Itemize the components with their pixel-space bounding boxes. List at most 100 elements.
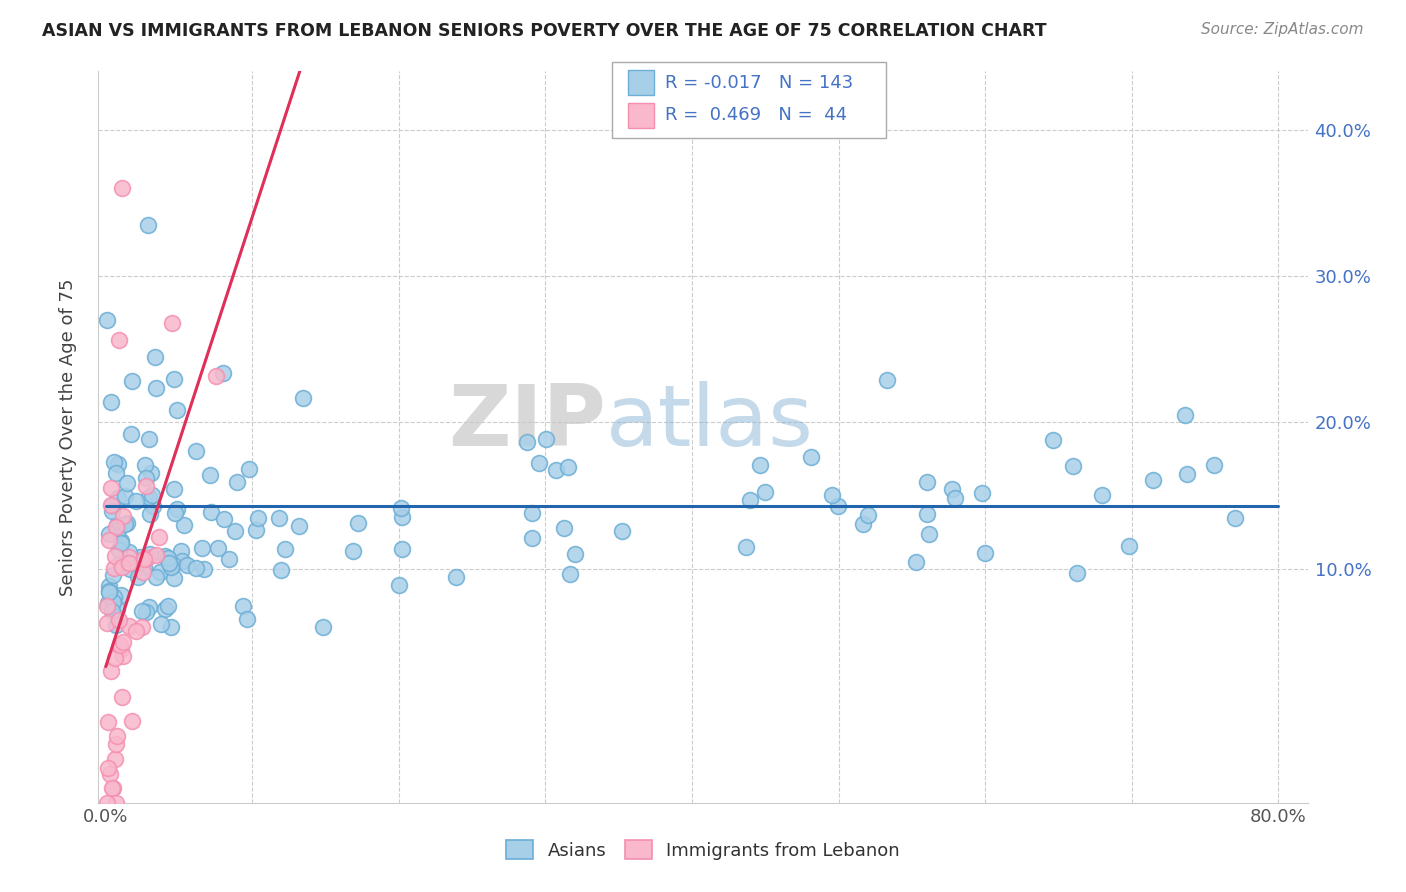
Point [97,761,120,775]
Point [120,562,142,576]
Point [193,562,215,576]
Point [1062,459,1084,474]
Point [103,455,125,469]
Point [212,366,235,380]
Point [139,466,162,480]
Point [198,467,221,482]
Point [1042,433,1064,447]
Point [105,729,128,743]
Point [446,570,468,584]
Point [200,505,222,519]
Point [139,547,162,561]
Point [904,555,927,569]
Point [111,181,134,195]
Point [172,554,194,568]
Point [247,511,270,525]
Point [111,559,134,574]
Point [150,617,173,632]
Point [207,541,229,555]
Point [214,512,236,526]
Point [105,796,128,810]
Text: ASIAN VS IMMIGRANTS FROM LEBANON SENIORS POVERTY OVER THE AGE OF 75 CORRELATION : ASIAN VS IMMIGRANTS FROM LEBANON SENIORS… [42,22,1047,40]
Point [117,516,139,531]
Point [100,664,122,678]
Point [274,542,297,557]
Point [148,530,170,544]
Point [135,478,157,492]
Point [101,504,124,518]
Point [544,463,567,477]
Point [610,524,633,538]
Point [96,796,118,810]
Point [108,543,131,558]
Point [112,635,135,649]
Point [105,602,128,616]
Point [135,551,157,566]
Point [107,457,129,471]
Point [522,531,544,545]
Point [1066,566,1088,581]
Point [269,510,291,524]
Point [135,470,157,484]
Point [131,565,153,579]
Point [141,487,163,501]
Point [107,523,129,537]
Point [132,559,155,574]
Point [139,508,162,522]
Point [98,766,121,780]
Text: R = -0.017   N = 143: R = -0.017 N = 143 [665,74,853,92]
Point [104,549,127,563]
Point [170,543,193,558]
Point [159,559,181,574]
Point [131,604,153,618]
Point [120,427,142,442]
Point [129,550,152,565]
Point [101,781,124,796]
Point [1118,539,1140,553]
Point [342,544,364,558]
Point [1091,488,1114,502]
Point [138,491,160,505]
Point [142,499,165,513]
Point [155,549,177,564]
Point [107,491,129,505]
Point [114,517,136,532]
Point [270,563,292,577]
Point [754,485,776,500]
Text: atlas: atlas [606,381,814,464]
Point [156,599,179,613]
Point [165,507,187,521]
Point [98,533,121,548]
Point [107,613,129,627]
Point [205,369,228,384]
Point [127,570,149,584]
Point [103,591,125,605]
Point [312,620,335,634]
Point [153,602,176,616]
Point [160,316,183,330]
Point [1142,473,1164,487]
Point [1204,458,1226,472]
Point [232,599,254,613]
Point [145,381,167,395]
Point [160,620,183,634]
Point [557,460,579,475]
Point [184,561,207,575]
Point [734,541,756,555]
Point [100,781,122,796]
Point [121,714,143,728]
Point [972,485,994,500]
Point [108,556,131,570]
Point [111,649,134,664]
Point [100,499,122,513]
Point [945,491,967,505]
Point [347,516,370,530]
Point [97,585,120,599]
Point [118,619,141,633]
Point [564,547,586,561]
Legend: Asians, Immigrants from Lebanon: Asians, Immigrants from Lebanon [506,840,900,860]
Point [149,565,172,579]
Point [138,432,160,446]
Point [97,715,120,730]
Point [121,374,143,388]
